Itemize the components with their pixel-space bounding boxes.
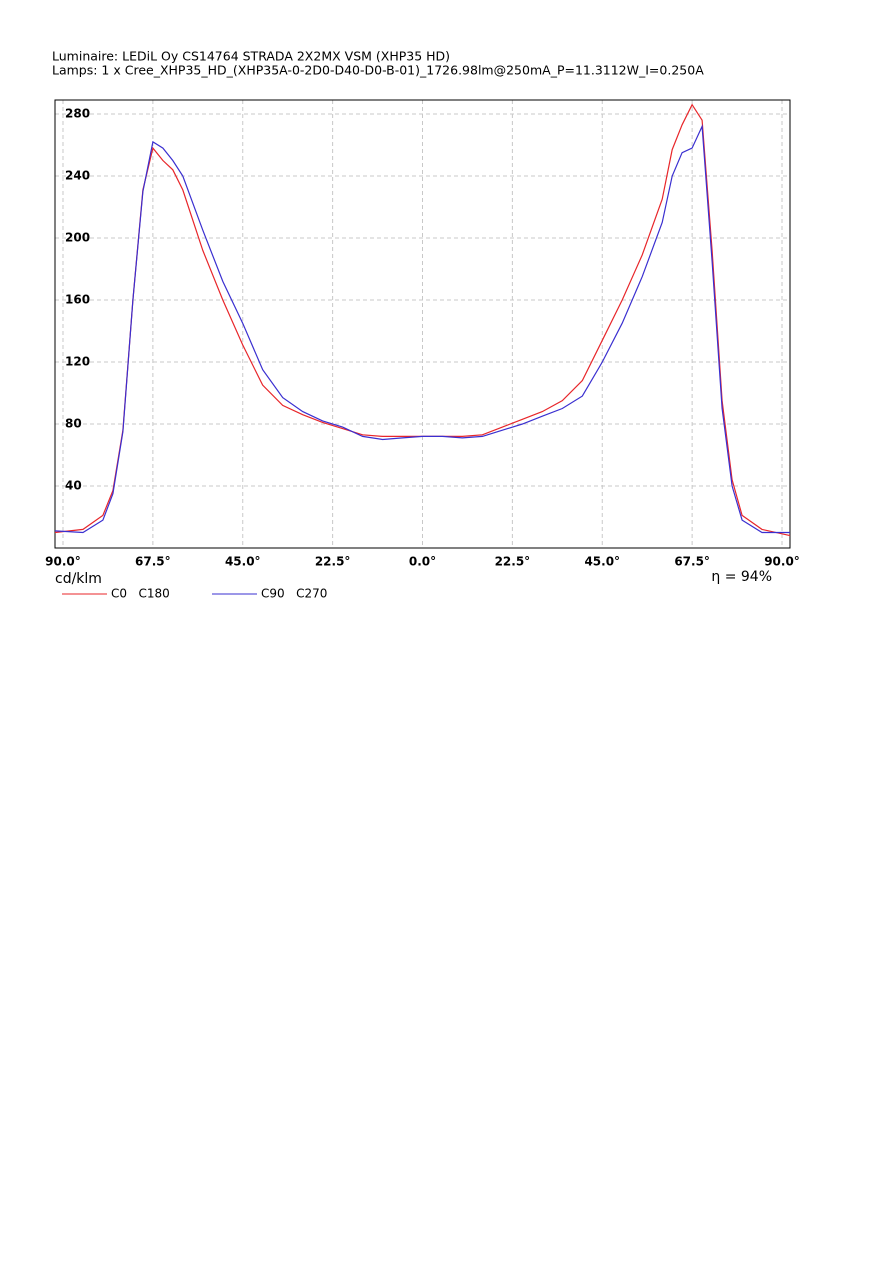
y-tick-label: 80: [65, 416, 82, 430]
x-tick-label: 67.5°: [135, 555, 171, 569]
y-tick-label: 240: [65, 168, 90, 182]
legend-label: C0 C180: [111, 587, 170, 601]
series-line: [54, 124, 790, 534]
x-tick-label: 22.5°: [315, 555, 351, 569]
x-tick-label: 0.0°: [409, 555, 436, 569]
chart-title: Luminaire: LEDiL Oy CS14764 STRADA 2X2MX…: [52, 49, 450, 64]
y-tick-label: 120: [65, 354, 90, 368]
chart-subtitle: Lamps: 1 x Cree_XHP35_HD_(XHP35A-0-2D0-D…: [52, 63, 704, 78]
y-tick-label: 40: [65, 478, 82, 492]
y-axis-label: cd/klm: [55, 571, 102, 587]
x-tick-label: 45.0°: [225, 555, 261, 569]
y-tick-label: 280: [65, 106, 90, 120]
y-tick-label: 200: [65, 230, 90, 244]
x-tick-label: 67.5°: [674, 555, 710, 569]
x-tick-label: 90.0°: [764, 555, 800, 569]
annotation: η = 94%: [711, 569, 772, 585]
plot-frame: [54, 99, 791, 549]
x-tick-label: 45.0°: [584, 555, 620, 569]
legend-label: C90 C270: [261, 587, 327, 601]
y-tick-label: 160: [65, 292, 90, 306]
x-tick-label: 90.0°: [45, 555, 81, 569]
x-tick-label: 22.5°: [495, 555, 531, 569]
